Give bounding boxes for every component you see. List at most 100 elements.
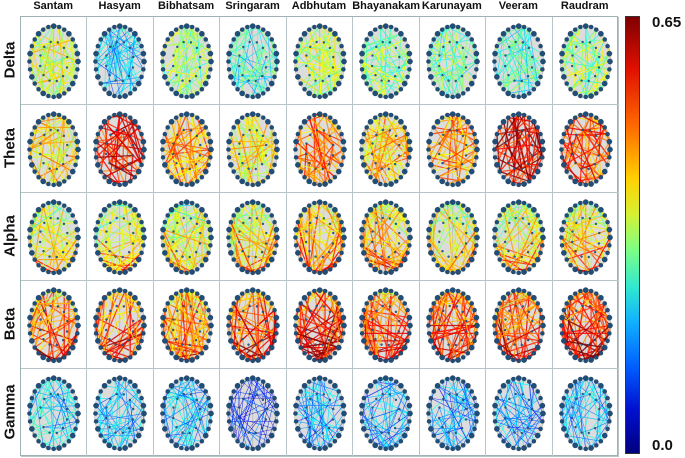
electrode-node — [98, 389, 104, 394]
electrode-node — [511, 357, 516, 363]
electrode-node — [402, 80, 408, 87]
electrode-node — [531, 175, 537, 180]
electrode-node — [405, 43, 410, 49]
connection-line — [375, 117, 391, 131]
connection-line — [252, 113, 278, 158]
electrode-node — [340, 322, 347, 329]
electrode-node — [238, 328, 241, 332]
connection-line — [470, 317, 477, 348]
electrode-node — [327, 251, 331, 254]
connection-line — [175, 117, 198, 182]
electrode-node — [383, 358, 389, 364]
connection-line — [521, 391, 539, 434]
connection-line — [361, 113, 387, 150]
connection-line — [446, 202, 472, 260]
connection-line — [363, 41, 383, 47]
electrode-node — [461, 46, 464, 50]
electrode-node — [228, 74, 234, 80]
electrode-node — [66, 263, 72, 268]
electrode-node — [35, 295, 42, 301]
connection-line — [256, 428, 275, 434]
electrode-node — [169, 263, 174, 268]
electrode-node — [473, 331, 479, 336]
connection-line — [130, 209, 136, 270]
electrode-node — [229, 395, 234, 401]
electrode-node — [464, 407, 468, 411]
connection-line — [372, 407, 387, 450]
electrode-node — [50, 287, 57, 293]
electrode-node — [266, 351, 271, 356]
electrode-node — [165, 345, 170, 350]
brain-map — [558, 199, 613, 276]
connection-line — [496, 33, 535, 78]
electrode-node — [407, 410, 413, 417]
electrode-node — [49, 128, 52, 132]
electrode-node — [460, 339, 463, 342]
electrode-node — [39, 406, 42, 409]
electrode-node — [464, 207, 471, 213]
connection-line — [433, 413, 477, 436]
electrode-node — [172, 54, 175, 57]
electrode-node — [368, 263, 373, 268]
electrode-node — [327, 339, 331, 342]
connection-line — [263, 229, 278, 270]
electrode-node — [387, 431, 391, 435]
electrode-node — [598, 87, 603, 92]
electrode-node — [521, 445, 527, 451]
electrode-node — [298, 257, 303, 262]
connection-line — [375, 74, 387, 98]
electrode-node — [306, 442, 312, 449]
electrode-node — [123, 24, 128, 30]
electrode-node — [513, 343, 516, 346]
electrode-node — [136, 80, 142, 87]
connection-line — [239, 417, 275, 430]
electrode-node — [141, 146, 148, 153]
panel-gamma-karunayam — [419, 369, 487, 457]
electrode-node — [136, 168, 142, 175]
electrode-node — [398, 66, 401, 69]
connection-line — [363, 397, 387, 450]
electrode-node — [398, 119, 404, 125]
electrode-node — [492, 411, 497, 416]
electrode-node — [112, 181, 117, 187]
electrode-node — [136, 256, 142, 263]
connection-line — [399, 45, 409, 58]
electrode-node — [514, 216, 517, 220]
electrode-node — [527, 115, 532, 120]
electrode-node — [447, 431, 450, 434]
electrode-node — [368, 87, 373, 92]
electrode-node — [66, 439, 72, 444]
connection-line — [304, 69, 344, 90]
connection-line — [430, 126, 472, 135]
connection-line — [375, 290, 392, 295]
electrode-node — [540, 155, 545, 160]
electrode-node — [129, 46, 132, 50]
connection-line — [172, 33, 203, 67]
electrode-node — [160, 419, 166, 424]
electrode-node — [109, 397, 112, 401]
electrode-node — [206, 338, 211, 344]
electrode-node — [398, 295, 404, 301]
electrode-node — [378, 445, 383, 451]
connection-line — [300, 317, 344, 349]
connection-line — [171, 407, 174, 442]
electrode-node — [69, 432, 76, 439]
connection-line — [363, 33, 402, 47]
connection-line — [114, 202, 136, 211]
electrode-node — [226, 323, 231, 328]
electrode-node — [265, 55, 268, 59]
connection-line — [186, 114, 198, 182]
electrode-node — [597, 207, 604, 213]
connection-line — [507, 215, 539, 270]
electrode-node — [606, 243, 612, 248]
electrode-node — [29, 307, 35, 313]
electrode-node — [171, 152, 175, 156]
electrode-node — [181, 431, 184, 434]
electrode-node — [227, 243, 232, 248]
connection-line — [162, 333, 173, 354]
electrode-node — [322, 393, 325, 396]
electrode-node — [573, 74, 577, 77]
electrode-node — [241, 338, 244, 341]
electrode-node — [373, 115, 378, 120]
electrode-node — [335, 344, 342, 351]
